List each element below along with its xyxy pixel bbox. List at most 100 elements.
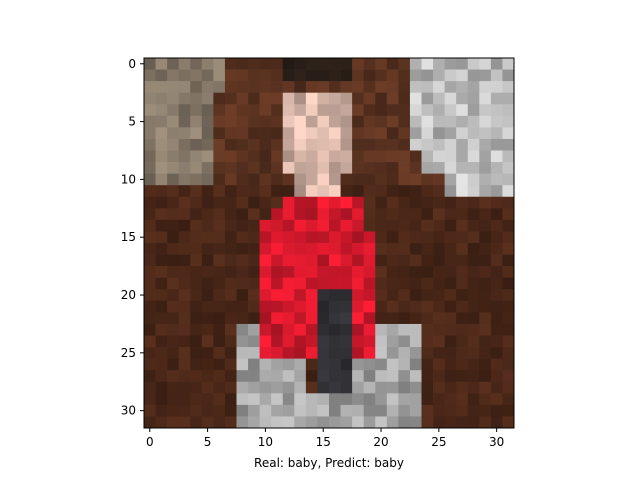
image-pixel [502,416,515,429]
image-pixel [178,127,191,140]
image-pixel [433,312,445,325]
image-pixel [271,358,284,371]
image-pixel [409,381,422,394]
image-pixel [502,127,515,140]
image-pixel [271,277,284,290]
image-pixel [352,358,365,371]
image-pixel [190,69,203,82]
image-pixel [317,196,330,209]
image-pixel [190,208,203,221]
image-pixel [433,243,445,255]
image-pixel [201,312,214,325]
image-pixel [386,196,399,209]
image-pixel [340,254,353,267]
image-pixel [444,69,457,82]
image-pixel [213,335,226,348]
image-pixel [479,266,492,279]
image-pixel [236,92,249,105]
image-pixel [144,381,156,394]
image-pixel [329,127,341,140]
image-pixel [352,312,365,325]
image-pixel [433,115,445,128]
image-pixel [294,416,307,429]
image-pixel [236,58,249,70]
image-pixel [456,231,469,244]
image-pixel [490,300,503,313]
image-pixel [467,58,480,70]
image-pixel [409,69,422,82]
image-pixel [282,300,295,313]
image-pixel [144,358,156,371]
image-pixel [167,173,180,186]
image-pixel [282,312,295,325]
image-pixel [305,115,318,128]
image-pixel [409,289,422,302]
image-pixel [386,289,399,302]
image-pixel [467,335,480,348]
image-pixel [259,138,272,151]
image-pixel [282,323,295,336]
image-pixel [144,58,156,70]
image-pixel [144,254,156,267]
image-pixel [444,127,457,140]
image-pixel [409,196,422,209]
image-pixel [178,323,191,336]
image-pixel [144,335,156,348]
image-pixel [248,243,260,255]
image-pixel [352,92,365,105]
image-pixel [155,231,168,244]
image-pixel [386,115,399,128]
image-pixel [236,150,249,163]
image-pixel [456,277,469,290]
image-pixel [236,173,249,186]
image-pixel [490,92,503,105]
image-pixel [236,393,249,406]
image-pixel [490,219,503,232]
image-pixel [329,312,341,325]
image-pixel [305,231,318,244]
image-pixel [329,381,341,394]
image-pixel [375,69,388,82]
image-pixel [375,150,388,163]
image-pixel [271,393,284,406]
image-pixel [236,115,249,128]
image-pixel [386,381,399,394]
image-pixel [467,127,480,140]
image-pixel [224,196,237,209]
image-pixel [155,162,168,174]
image-pixel [409,277,422,290]
image-pixel [502,196,515,209]
x-tick-label: 20 [373,435,388,449]
image-pixel [155,300,168,313]
image-pixel [155,277,168,290]
image-pixel [144,208,156,221]
image-pixel [363,243,376,255]
image-pixel [479,185,492,198]
image-pixel [144,323,156,336]
image-pixel [282,173,295,186]
image-pixel [213,323,226,336]
image-pixel [144,289,156,302]
image-pixel [398,92,411,105]
image-pixel [282,208,295,221]
image-pixel [479,92,492,105]
image-pixel [178,81,191,94]
image-pixel [375,266,388,279]
image-pixel [409,92,422,105]
image-pixel [467,370,480,383]
image-pixel [236,381,249,394]
image-pixel [340,404,353,417]
image-pixel [144,219,156,232]
image-pixel [167,196,180,209]
image-pixel [456,323,469,336]
image-pixel [155,335,168,348]
image-pixel [167,219,180,232]
image-pixel [421,185,434,198]
image-pixel [479,289,492,302]
image-pixel [467,69,480,82]
image-pixel [213,277,226,290]
image-pixel [282,115,295,128]
image-pixel [386,323,399,336]
image-pixel [444,115,457,128]
image-pixel [421,104,434,117]
